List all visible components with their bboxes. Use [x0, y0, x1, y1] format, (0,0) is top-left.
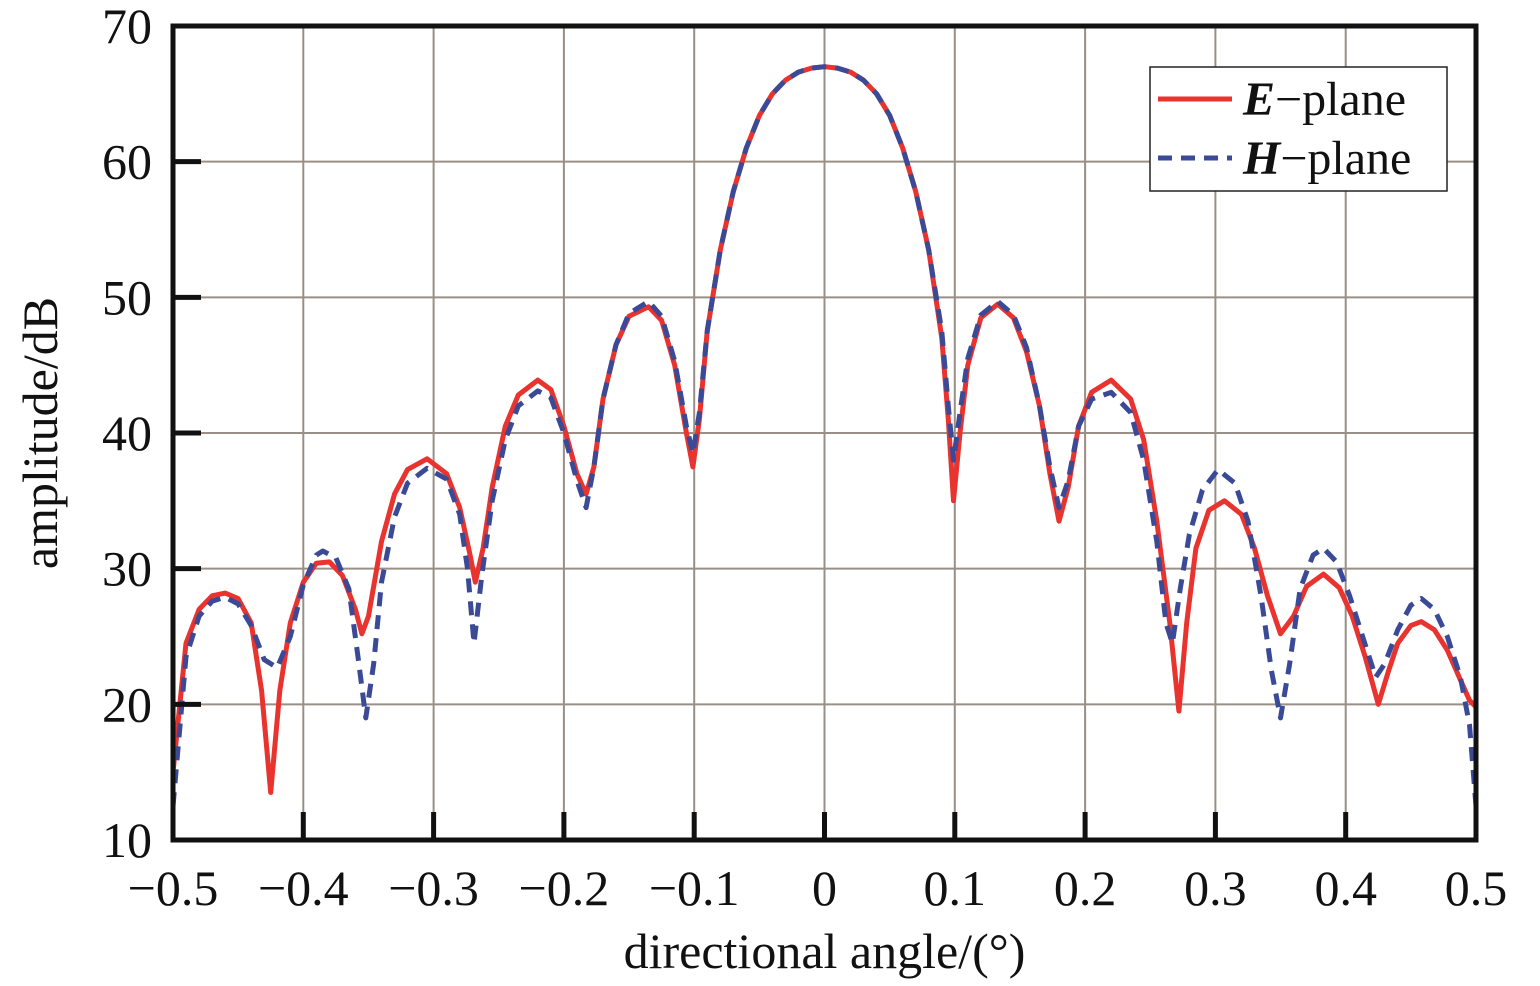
legend-label-e-plane: E−plane: [1242, 73, 1406, 126]
x-tick-labels: −0.5 −0.4 −0.3 −0.2 −0.1 0 0.1 0.2 0.3 0.4 0.5: [128, 860, 1508, 916]
legend-symbol-e: E: [1242, 73, 1275, 126]
x-tick-label: 0.3: [1184, 860, 1247, 916]
y-tick-labels: 10 20 30 40 50 60 70: [102, 0, 152, 868]
x-tick-label: 0.4: [1314, 860, 1377, 916]
x-tick-label: 0.1: [924, 860, 987, 916]
x-tick-label: −0.4: [258, 860, 349, 916]
x-tick-label: −0.3: [388, 860, 479, 916]
legend-label-h-plane: H−plane: [1242, 132, 1411, 185]
y-tick-label: 30: [102, 541, 152, 597]
legend: E−plane H−plane: [1149, 66, 1448, 192]
axis-ticks: [170, 23, 1479, 843]
x-axis-title: directional angle/(°): [624, 923, 1026, 979]
y-tick-label: 40: [102, 405, 152, 461]
legend-suffix-e: −plane: [1275, 73, 1406, 126]
legend-box: [1149, 66, 1448, 192]
y-axis-title: amplitude/dB: [12, 297, 68, 569]
x-tick-label: 0.2: [1054, 860, 1117, 916]
legend-symbol-h: H: [1242, 132, 1282, 185]
y-tick-label: 10: [102, 812, 152, 868]
x-tick-label: −0.5: [128, 860, 219, 916]
y-tick-label: 70: [102, 0, 152, 54]
x-tick-label: −0.1: [649, 860, 740, 916]
series-lines: [170, 64, 1479, 807]
y-tick-label: 50: [102, 269, 152, 325]
y-tick-label: 60: [102, 134, 152, 190]
x-tick-label: 0.5: [1445, 860, 1508, 916]
x-tick-label: 0: [812, 860, 837, 916]
legend-suffix-h: −plane: [1280, 132, 1411, 185]
series-line-h-plane: [170, 64, 1479, 807]
y-tick-label: 20: [102, 676, 152, 732]
x-tick-label: −0.2: [519, 860, 610, 916]
